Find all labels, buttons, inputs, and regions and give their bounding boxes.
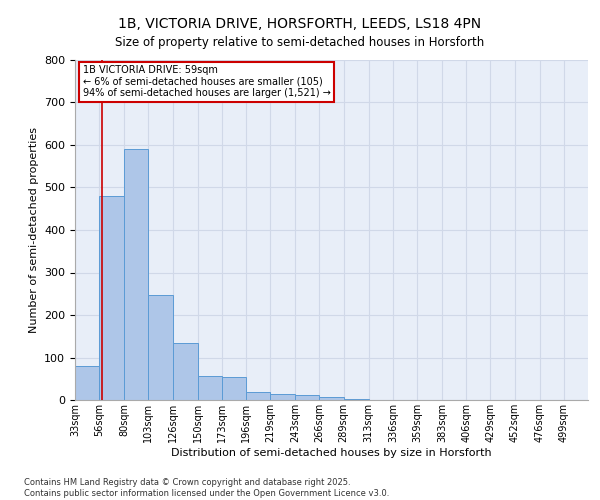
Bar — [319, 396, 344, 400]
Text: 1B VICTORIA DRIVE: 59sqm
← 6% of semi-detached houses are smaller (105)
94% of s: 1B VICTORIA DRIVE: 59sqm ← 6% of semi-de… — [83, 65, 331, 98]
Text: Contains HM Land Registry data © Crown copyright and database right 2025.
Contai: Contains HM Land Registry data © Crown c… — [24, 478, 389, 498]
Bar — [246, 392, 270, 400]
Bar — [124, 149, 148, 400]
Bar — [222, 376, 246, 400]
X-axis label: Distribution of semi-detached houses by size in Horsforth: Distribution of semi-detached houses by … — [171, 448, 492, 458]
Bar — [344, 399, 369, 400]
Bar — [295, 395, 319, 400]
Bar — [148, 294, 173, 400]
Text: 1B, VICTORIA DRIVE, HORSFORTH, LEEDS, LS18 4PN: 1B, VICTORIA DRIVE, HORSFORTH, LEEDS, LS… — [118, 18, 482, 32]
Bar — [173, 344, 198, 400]
Y-axis label: Number of semi-detached properties: Number of semi-detached properties — [29, 127, 38, 333]
Bar — [99, 196, 124, 400]
Bar — [198, 376, 222, 400]
Bar — [270, 394, 295, 400]
Text: Size of property relative to semi-detached houses in Horsforth: Size of property relative to semi-detach… — [115, 36, 485, 49]
Bar — [75, 366, 99, 400]
